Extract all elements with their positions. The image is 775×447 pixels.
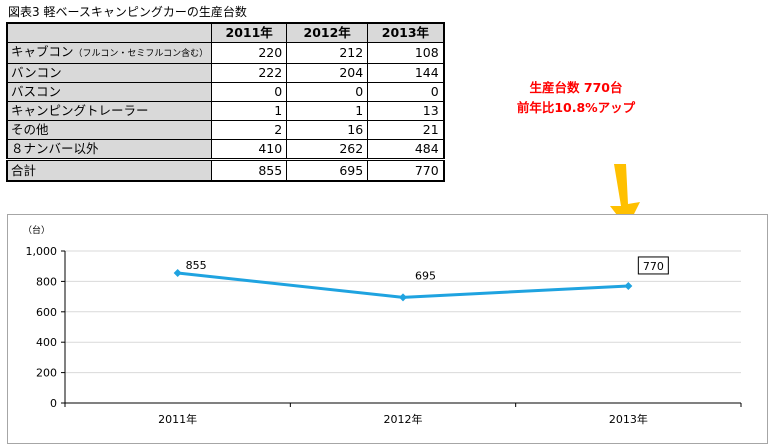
table-cell: 220 xyxy=(211,42,288,64)
table-total-row: 合計 855 695 770 xyxy=(6,158,445,182)
y-tick-label: 200 xyxy=(36,367,57,380)
production-table: 2011年 2012年 2013年 キャブコン（フルコン・セミフルコン含む） 2… xyxy=(6,22,445,182)
data-point xyxy=(399,293,407,302)
chart-area: （台） 0 200 400 600 800 1,000 2011年 2012年 2013年 855 6… xyxy=(7,214,768,444)
table-row: ８ナンバー以外 410 262 484 xyxy=(6,139,445,160)
table-cell: 204 xyxy=(286,63,369,83)
data-label: 695 xyxy=(415,269,436,282)
row-label: キャンピングトレーラー xyxy=(6,101,213,121)
row-label-text: キャブコン xyxy=(11,44,74,59)
row-label-note: （フルコン・セミフルコン含む） xyxy=(73,49,209,59)
total-cell: 770 xyxy=(367,158,445,182)
data-label: 770 xyxy=(643,260,664,273)
table-cell: 222 xyxy=(211,63,288,83)
column-header-2012: 2012年 xyxy=(286,22,369,43)
y-tick-label: 0 xyxy=(50,397,57,410)
y-axis-label: （台） xyxy=(23,224,50,236)
arrow-shape xyxy=(610,164,640,228)
table-cell: 13 xyxy=(367,101,445,121)
column-header-2013: 2013年 xyxy=(367,22,445,43)
table-cell: 0 xyxy=(211,82,288,102)
table-cell: 144 xyxy=(367,63,445,83)
table-cell: 108 xyxy=(367,42,445,64)
table-cell: 0 xyxy=(367,82,445,102)
total-label: 合計 xyxy=(6,158,213,182)
row-label: キャブコン（フルコン・セミフルコン含む） xyxy=(6,42,213,64)
table-row: その他 2 16 21 xyxy=(6,120,445,140)
table-row: キャンピングトレーラー 1 1 13 xyxy=(6,101,445,121)
column-header-2011: 2011年 xyxy=(211,22,288,43)
row-label: バンコン xyxy=(6,63,213,83)
row-label: ８ナンバー以外 xyxy=(6,139,213,160)
table-header-row: 2011年 2012年 2013年 xyxy=(6,22,445,43)
y-tick-label: 1,000 xyxy=(26,245,58,258)
x-tick-label: 2013年 xyxy=(609,412,648,426)
data-label-box xyxy=(637,256,669,275)
row-label: バスコン xyxy=(6,82,213,102)
row-label: その他 xyxy=(6,120,213,140)
table-cell: 2 xyxy=(211,120,288,140)
table-row: キャブコン（フルコン・セミフルコン含む） 220 212 108 xyxy=(6,42,445,64)
x-tick-label: 2011年 xyxy=(158,412,197,426)
table-row: バンコン 222 204 144 xyxy=(6,63,445,83)
y-tick-label: 600 xyxy=(36,306,57,319)
figure-title: 図表3 軽ベースキャンピングカーの生産台数 xyxy=(8,5,247,19)
data-point xyxy=(624,281,633,290)
y-tick-label: 400 xyxy=(36,336,57,349)
table-cell: 1 xyxy=(286,101,369,121)
table-cell: 262 xyxy=(286,139,369,160)
table-cell: 212 xyxy=(286,42,369,64)
table-row: バスコン 0 0 0 xyxy=(6,82,445,102)
x-tick-label: 2012年 xyxy=(384,412,423,426)
callout-annotation: 生産台数 770台 前年比10.8%アップ xyxy=(506,78,646,118)
table-cell: 1 xyxy=(211,101,288,121)
y-tick-label: 800 xyxy=(36,275,57,288)
data-label: 855 xyxy=(186,259,207,272)
table-cell: 410 xyxy=(211,139,288,160)
total-cell: 855 xyxy=(211,158,288,182)
data-point xyxy=(173,269,182,278)
table-cell: 0 xyxy=(286,82,369,102)
down-arrow-icon xyxy=(610,164,640,228)
table-cell: 16 xyxy=(286,120,369,140)
table-corner-cell xyxy=(6,22,213,43)
line-chart: （台） 0 200 400 600 800 1,000 2011年 2012年 2013年 855 6… xyxy=(23,224,742,426)
callout-line-2: 前年比10.8%アップ xyxy=(516,100,636,115)
callout-line-1: 生産台数 770台 xyxy=(529,80,623,95)
table-cell: 484 xyxy=(367,139,445,160)
table-cell: 21 xyxy=(367,120,445,140)
total-cell: 695 xyxy=(286,158,369,182)
